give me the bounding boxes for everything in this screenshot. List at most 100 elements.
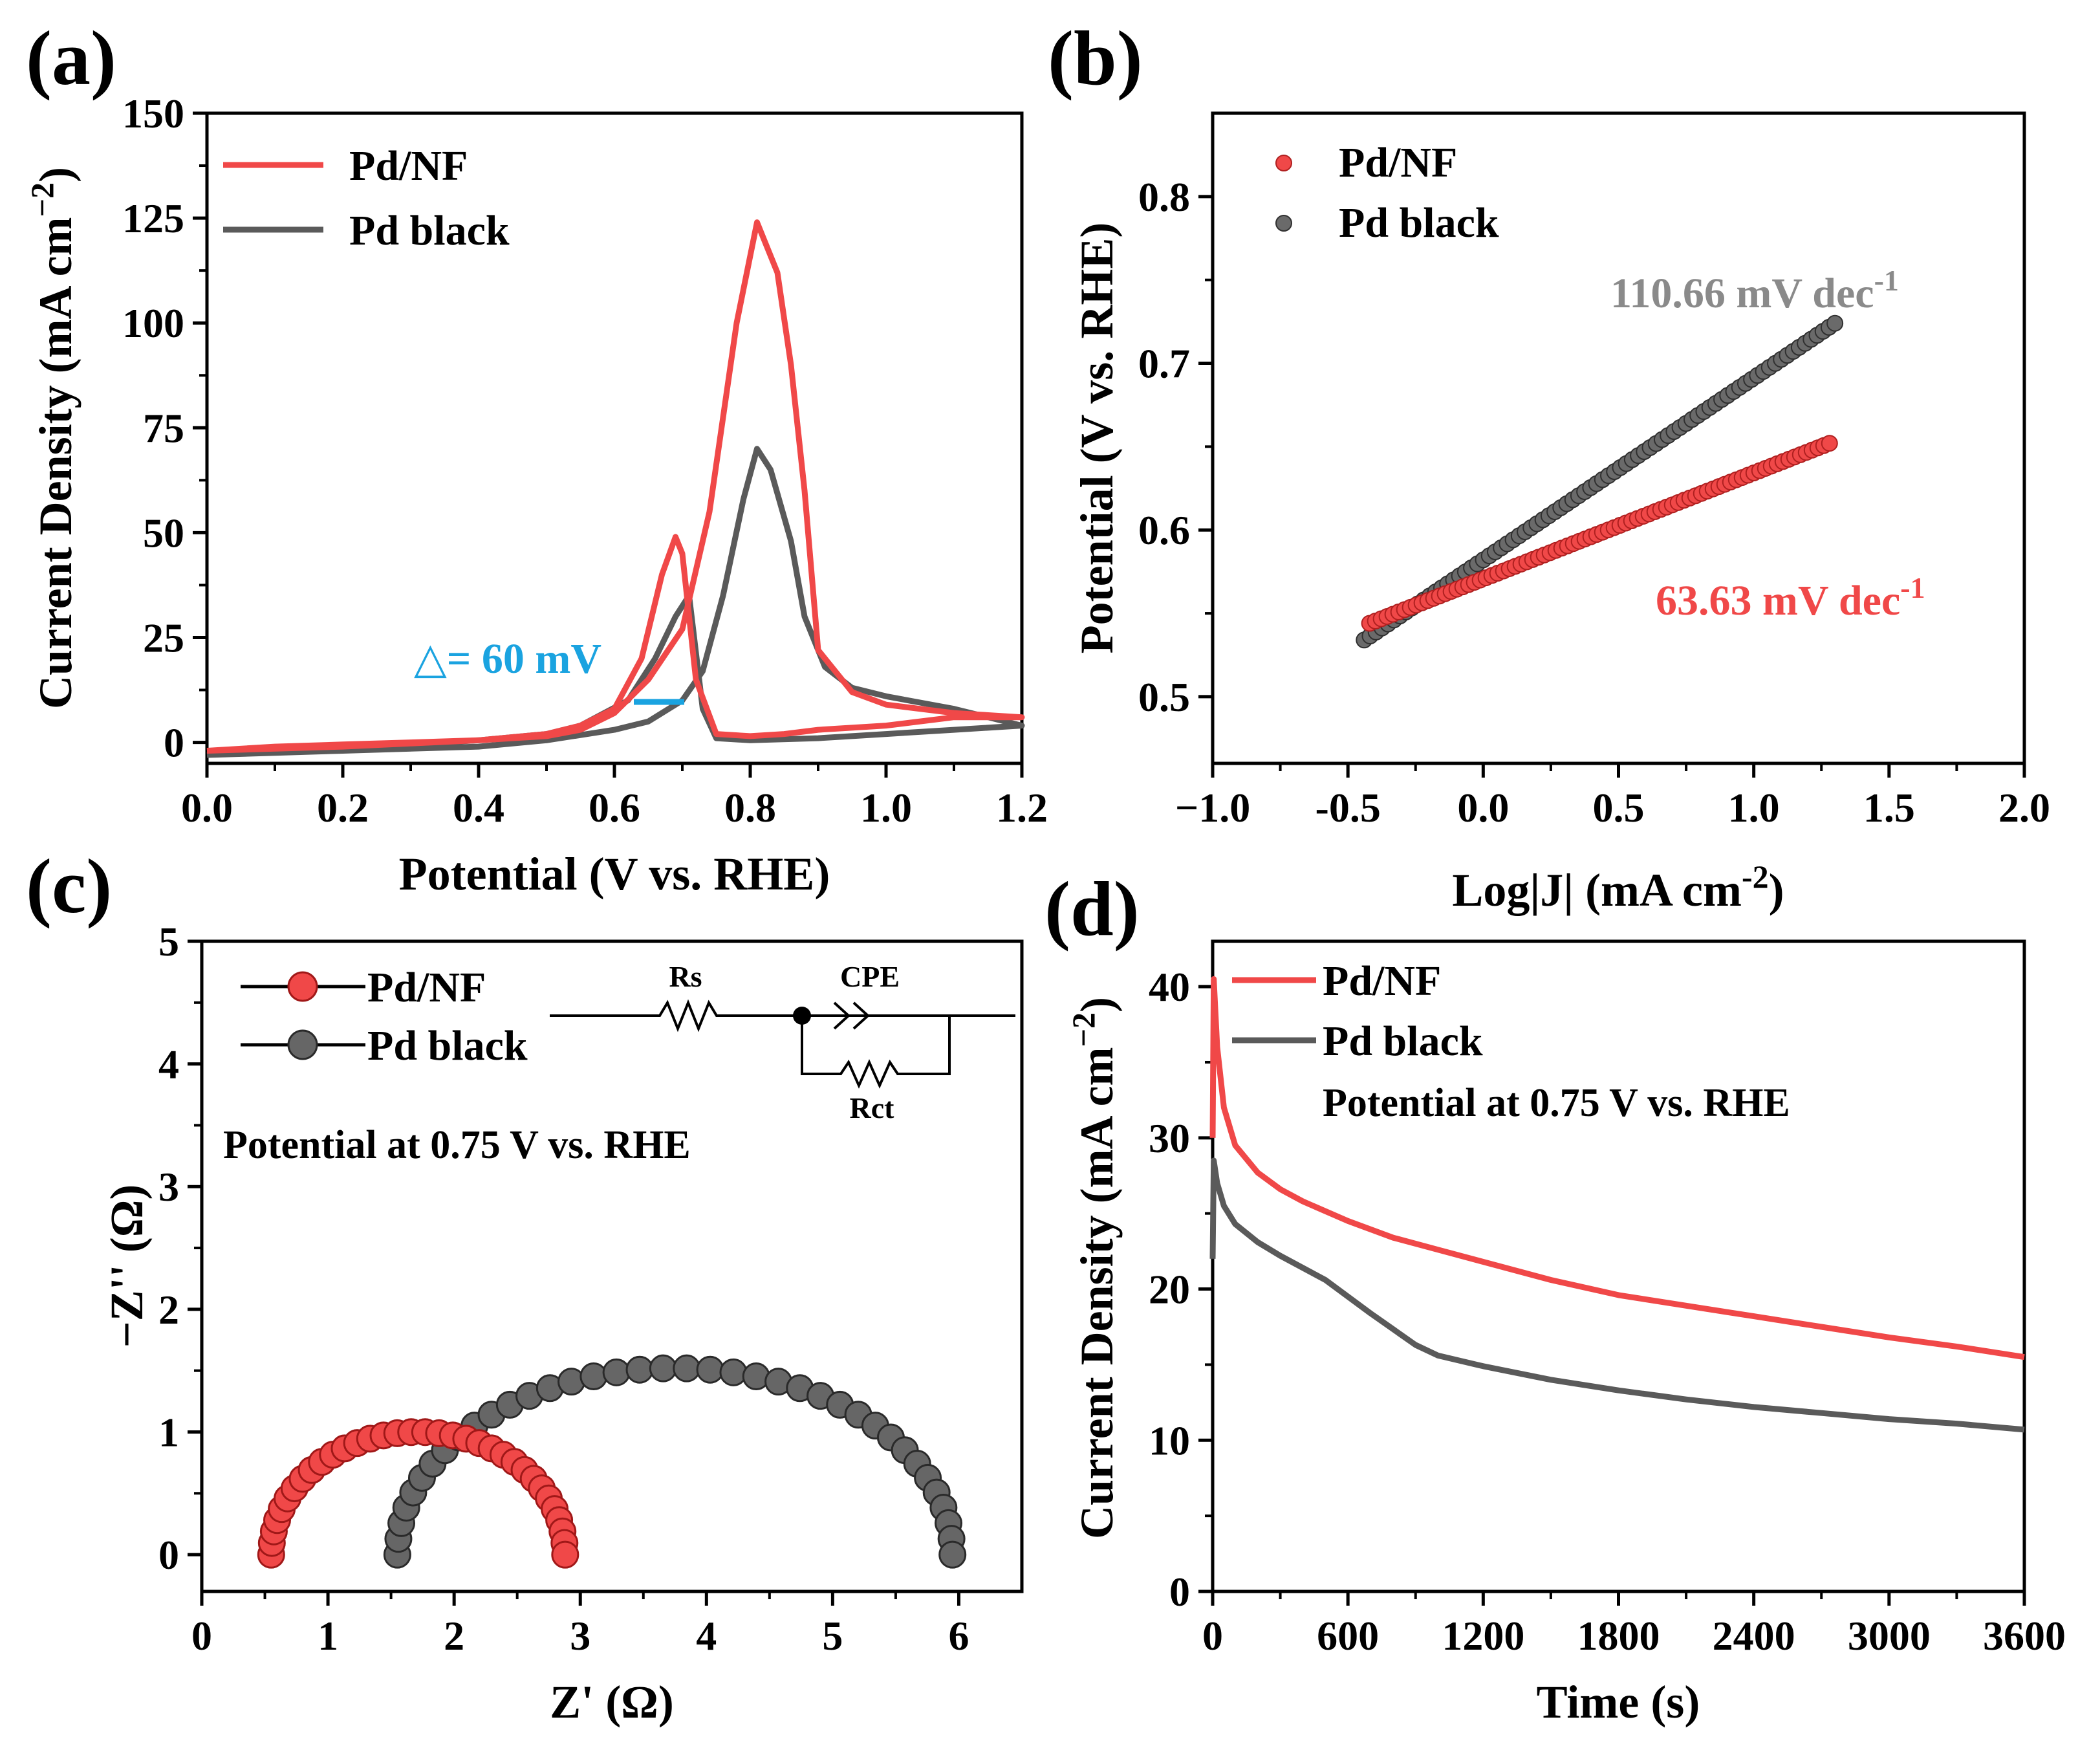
panel-c-equivalent-circuit xyxy=(550,999,1015,1089)
panel-b-point-pd-nf xyxy=(1821,435,1838,452)
panel-a-xtick-label: 0.2 xyxy=(317,785,369,831)
panel-a-frame xyxy=(205,111,1024,765)
panel-b-xtick-label: 1.5 xyxy=(1863,785,1915,831)
panel-d-ylabel-main: Current Density (mA cm xyxy=(1071,1047,1123,1539)
panel-d-xtick-label: 2400 xyxy=(1713,1613,1795,1659)
panel-b-xlabel-close: ) xyxy=(1769,864,1784,916)
panel-a-x-ticks: 0.0 0.2 0.4 0.6 0.8 1.0 1.2 xyxy=(181,763,1048,831)
panel-d-potential-note: Potential at 0.75 V vs. RHE xyxy=(1323,1081,1790,1125)
panel-d-ytick-label: 10 xyxy=(1149,1417,1190,1463)
panel-b: (b) −1.0 -0.5 0.0 0.5 1.0 1.5 2.0 0.5 0.6 0.7 0.8… xyxy=(1048,15,2050,916)
panel-a-xtick-label: 0.6 xyxy=(589,785,640,831)
panel-b-legend-pd-nf: Pd/NF xyxy=(1339,139,1457,186)
panel-b-slope-pd-black-sup: -1 xyxy=(1874,264,1899,297)
panel-d-ylabel: Current Density (mA cm−2) xyxy=(1065,997,1123,1539)
panel-c-legend-pd-nf-marker xyxy=(287,971,318,1002)
circuit-cpe-label: CPE xyxy=(840,960,900,993)
panel-c-point-pd-black xyxy=(938,1540,967,1569)
circuit-cpe-right xyxy=(852,1001,870,1030)
panel-a-y-ticks: 0 25 50 75 100 125 150 xyxy=(122,91,207,766)
panel-c-ytick-label: 5 xyxy=(158,919,179,965)
panel-c-legend-pd-nf: Pd/NF xyxy=(367,964,486,1011)
panel-b-ytick-label: 0.8 xyxy=(1138,174,1190,220)
panel-b-xtick-label: -0.5 xyxy=(1315,785,1381,831)
panel-b-xlabel-main: Log|J| (mA cm xyxy=(1452,864,1742,916)
panel-a-ytick-label: 75 xyxy=(143,405,184,451)
panel-b-xtick-label: 1.0 xyxy=(1728,785,1780,831)
panel-c-xtick-label: 1 xyxy=(318,1613,338,1659)
panel-c-label: (c) xyxy=(26,843,112,929)
panel-c-series xyxy=(257,1354,967,1569)
panel-a-ytick-label: 25 xyxy=(143,615,184,661)
panel-a-xtick-label: 0.4 xyxy=(453,785,504,831)
panel-a-xtick-label: 1.2 xyxy=(996,785,1048,831)
panel-c-potential-note: Potential at 0.75 V vs. RHE xyxy=(223,1123,691,1167)
panel-d-series-pd-nf xyxy=(1209,976,2025,1360)
panel-a: (a) 0.0 0.2 0.4 0.6 0.8 1.0 1.2 0 25 50 75 100 125 1… xyxy=(24,15,1048,900)
panel-c-point-pd-nf xyxy=(551,1540,579,1569)
panel-c-x-ticks: 0 1 2 3 4 5 6 xyxy=(191,1591,969,1659)
panel-d-series xyxy=(1209,976,2025,1433)
panel-a-series-pd-nf xyxy=(206,219,1025,754)
panel-d-ytick-label: 0 xyxy=(1169,1569,1190,1615)
panel-c: (c) 0 1 2 3 4 5 6 0 1 2 3 4 5 Z' (Ω) −Z'' (Ω) Pd/NF… xyxy=(26,843,1024,1728)
panel-b-series xyxy=(1356,314,1844,649)
panel-d-y-ticks: 0 10 20 30 40 xyxy=(1149,964,1213,1615)
panel-d-xtick-label: 600 xyxy=(1317,1613,1379,1659)
panel-b-xtick-label: 0.0 xyxy=(1457,785,1509,831)
panel-c-point-pd-black xyxy=(673,1354,701,1382)
panel-d-xtick-label: 3600 xyxy=(1983,1613,2066,1659)
panel-b-xtick-label: 2.0 xyxy=(1998,785,2050,831)
panel-b-xlabel: Log|J| (mA cm-2) xyxy=(1452,858,1784,916)
circuit-rs-label: Rs xyxy=(669,960,702,993)
panel-c-point-pd-black xyxy=(579,1362,608,1391)
panel-c-xtick-label: 2 xyxy=(444,1613,464,1659)
panel-b-xtick-label: 0.5 xyxy=(1593,785,1645,831)
panel-c-point-pd-black xyxy=(625,1355,654,1384)
panel-c-ytick-label: 1 xyxy=(158,1409,179,1455)
panel-a-delta-annotation: △= 60 mV xyxy=(414,635,601,683)
panel-a-legend-pd-nf: Pd/NF xyxy=(349,142,468,190)
panel-c-xtick-label: 3 xyxy=(570,1613,590,1659)
circuit-rct-branch xyxy=(801,1016,951,1089)
panel-c-point-pd-black xyxy=(602,1358,631,1386)
panel-b-slope-pd-nf-sup: -1 xyxy=(1900,571,1925,604)
panel-b-slope-pd-nf-text: 63.63 mV dec xyxy=(1656,577,1900,624)
panel-d-label: (d) xyxy=(1045,866,1140,952)
panel-a-ytick-label: 50 xyxy=(143,510,184,556)
panel-d-ytick-label: 30 xyxy=(1149,1115,1190,1161)
panel-b-ylabel: Potential (V vs. RHE) xyxy=(1071,223,1123,654)
panel-a-series-pd-black xyxy=(206,446,1025,758)
panel-c-legend-pd-black: Pd black xyxy=(367,1022,528,1069)
panel-b-xlabel-sup: -2 xyxy=(1742,858,1769,895)
panel-b-slope-pd-nf: 63.63 mV dec-1 xyxy=(1656,571,1925,624)
panel-b-ytick-label: 0.6 xyxy=(1138,507,1190,553)
panel-d-xtick-label: 1200 xyxy=(1442,1613,1524,1659)
panel-a-ytick-label: 100 xyxy=(122,300,184,346)
panel-d-ytick-label: 40 xyxy=(1149,964,1190,1010)
panel-a-xtick-label: 0.0 xyxy=(181,785,233,831)
panel-c-ytick-label: 0 xyxy=(158,1532,179,1578)
circuit-rs-wire xyxy=(550,999,802,1032)
panel-a-label: (a) xyxy=(26,15,116,101)
panel-a-ytick-label: 150 xyxy=(122,91,184,137)
panel-d-xtick-label: 3000 xyxy=(1848,1613,1931,1659)
panel-c-point-pd-black xyxy=(696,1355,724,1384)
panel-c-xtick-label: 5 xyxy=(822,1613,843,1659)
panel-a-ylabel-main: Current Density (mA cm xyxy=(30,217,81,709)
panel-d-series-pd-black xyxy=(1209,1157,2025,1433)
panel-d-ylabel-close: ) xyxy=(1071,997,1123,1012)
panel-a-ytick-label: 125 xyxy=(122,195,184,241)
panel-b-y-ticks: 0.5 0.6 0.7 0.8 xyxy=(1138,174,1213,720)
panel-d-xtick-label: 0 xyxy=(1202,1613,1223,1659)
panel-c-ytick-label: 4 xyxy=(158,1042,179,1087)
panel-a-xtick-label: 1.0 xyxy=(860,785,912,831)
panel-c-xtick-label: 6 xyxy=(948,1613,969,1659)
panel-a-legend-pd-black: Pd black xyxy=(349,207,510,254)
panel-b-xtick-label: −1.0 xyxy=(1175,785,1250,831)
panel-a-ylabel-sup: −2 xyxy=(24,182,60,217)
panel-c-ytick-label: 2 xyxy=(158,1287,179,1333)
panel-b-slope-pd-black: 110.66 mV dec-1 xyxy=(1610,264,1899,317)
panel-b-legend-pd-nf-marker xyxy=(1275,155,1292,171)
panel-d-ylabel-sup: −2 xyxy=(1065,1012,1101,1047)
